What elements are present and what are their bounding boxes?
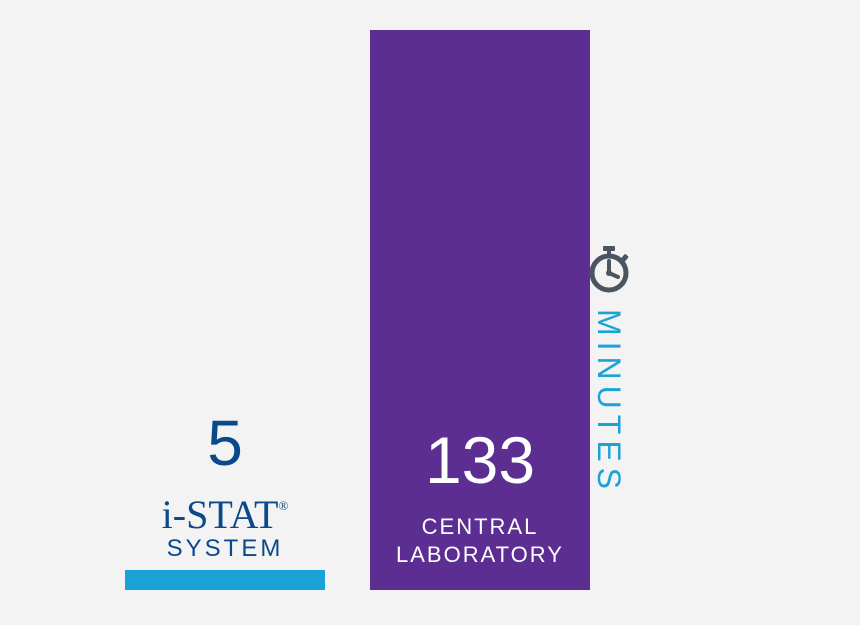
- minutes-text: MINUTES: [591, 309, 628, 495]
- central-value: 133: [370, 422, 590, 498]
- stopwatch-icon: [583, 243, 635, 295]
- y-axis-label: MINUTES: [583, 243, 635, 495]
- registered-mark: ®: [278, 498, 288, 513]
- central-label-line2: LABORATORY: [396, 542, 564, 567]
- central-label-line1: CENTRAL: [422, 514, 539, 539]
- istat-logo: i-STAT®: [125, 495, 325, 535]
- istat-bar-rect: [125, 570, 325, 590]
- istat-sublabel: SYSTEM: [125, 535, 325, 563]
- central-label: CENTRAL LABORATORY: [370, 513, 590, 570]
- central-bar-rect: [370, 30, 590, 590]
- istat-value: 5: [125, 406, 325, 480]
- minutes-bar-chart: 5 i-STAT® SYSTEM 133 CENTRAL LABORATORY …: [0, 30, 860, 590]
- istat-logo-text: i-STAT: [162, 492, 279, 537]
